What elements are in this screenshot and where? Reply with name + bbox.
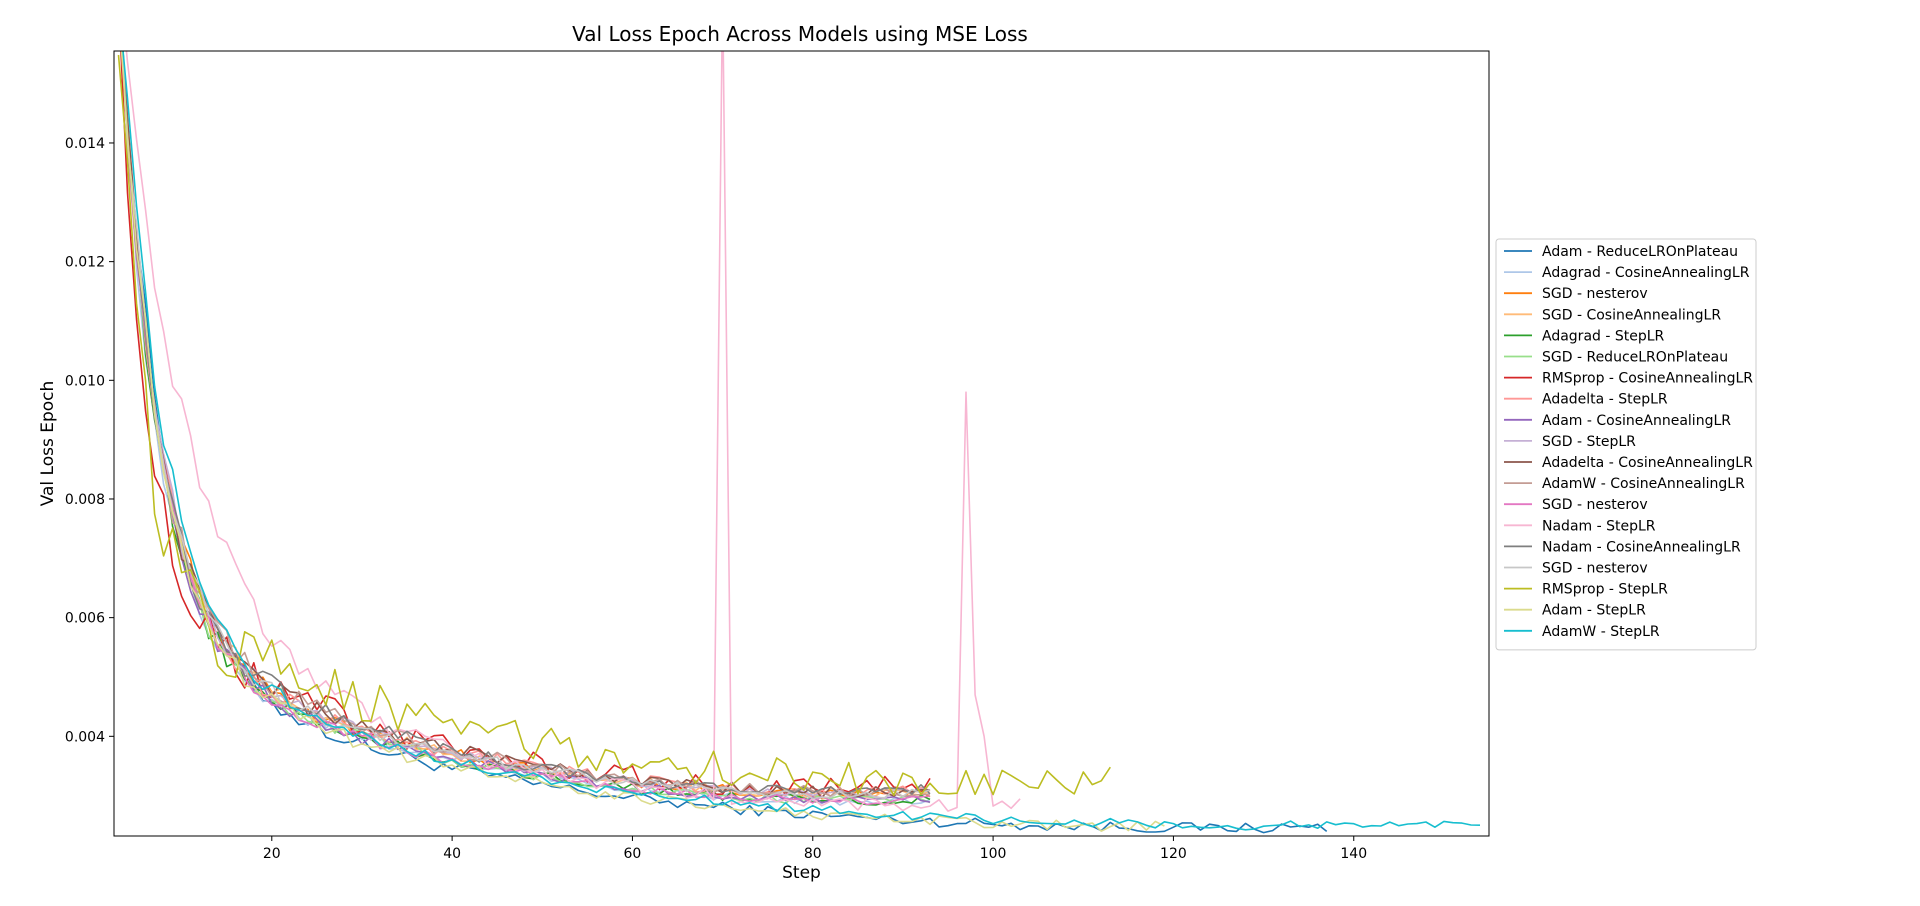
x-tick-label: 40	[443, 846, 461, 862]
legend-item-label: Adadelta - CosineAnnealingLR	[1542, 455, 1753, 471]
series-line	[121, 51, 931, 805]
legend-item-label: Adagrad - StepLR	[1542, 328, 1665, 344]
x-axis: 20 40 60 80 100 120 140	[263, 836, 1367, 862]
legend-item-label: SGD - ReduceLROnPlateau	[1542, 350, 1728, 366]
legend-item-label: Adadelta - StepLR	[1542, 392, 1668, 408]
series-line	[122, 51, 1481, 831]
series-line	[121, 51, 931, 806]
series-line	[121, 51, 931, 799]
x-tick-label: 120	[1160, 846, 1187, 862]
legend-item-label: Adagrad - CosineAnnealingLR	[1542, 265, 1750, 281]
x-tick-label: 80	[804, 846, 822, 862]
series-line	[121, 51, 931, 800]
series-line	[122, 51, 931, 796]
legend-item-label: SGD - StepLR	[1542, 434, 1636, 450]
y-tick-label: 0.006	[65, 611, 105, 627]
y-tick-label: 0.012	[65, 255, 105, 271]
legend-item-label: Adam - StepLR	[1542, 603, 1646, 619]
legend-item-label: AdamW - CosineAnnealingLR	[1542, 476, 1745, 492]
x-axis-title: Step	[782, 863, 821, 883]
legend-item-label: SGD - nesterov	[1542, 561, 1648, 577]
plot-lines	[117, 51, 1481, 834]
legend-item-label: SGD - nesterov	[1542, 286, 1648, 302]
x-tick-label: 20	[263, 846, 281, 862]
legend-item-label: SGD - CosineAnnealingLR	[1542, 307, 1721, 323]
series-line	[117, 54, 1111, 797]
legend-item-label: Nadam - StepLR	[1542, 518, 1656, 534]
x-tick-label: 140	[1340, 846, 1367, 862]
x-tick-label: 100	[980, 846, 1007, 862]
legend-item-label: Adam - ReduceLROnPlateau	[1542, 244, 1738, 260]
chart-title: Val Loss Epoch Across Models using MSE L…	[572, 22, 1028, 46]
series-line	[121, 51, 931, 806]
legend-item-label: AdamW - StepLR	[1542, 624, 1660, 640]
legend-box	[1495, 238, 1757, 651]
plot-frame	[113, 50, 1490, 837]
y-axis: 0.004 0.006 0.008 0.010 0.012 0.014	[65, 136, 114, 745]
legend: Adam - ReduceLROnPlateau Adagrad - Cosine…	[1495, 238, 1757, 651]
series-line	[122, 51, 931, 799]
y-tick-label: 0.008	[65, 492, 105, 508]
legend-item-label: RMSprop - CosineAnnealingLR	[1542, 371, 1753, 387]
legend-item-label: Nadam - CosineAnnealingLR	[1542, 539, 1741, 555]
y-tick-label: 0.014	[65, 136, 105, 152]
x-tick-label: 60	[624, 846, 642, 862]
series-line	[121, 51, 931, 800]
series-line	[121, 51, 931, 804]
series-line	[121, 51, 931, 800]
y-tick-label: 0.010	[65, 373, 105, 389]
legend-item-label: SGD - nesterov	[1542, 497, 1648, 513]
y-axis-title: Val Loss Epoch	[38, 381, 58, 507]
series-line	[121, 51, 931, 798]
legend-item-label: RMSprop - StepLR	[1542, 582, 1668, 598]
series-line	[121, 51, 931, 806]
y-tick-label: 0.004	[65, 729, 105, 745]
legend-item-label: Adam - CosineAnnealingLR	[1542, 413, 1731, 429]
